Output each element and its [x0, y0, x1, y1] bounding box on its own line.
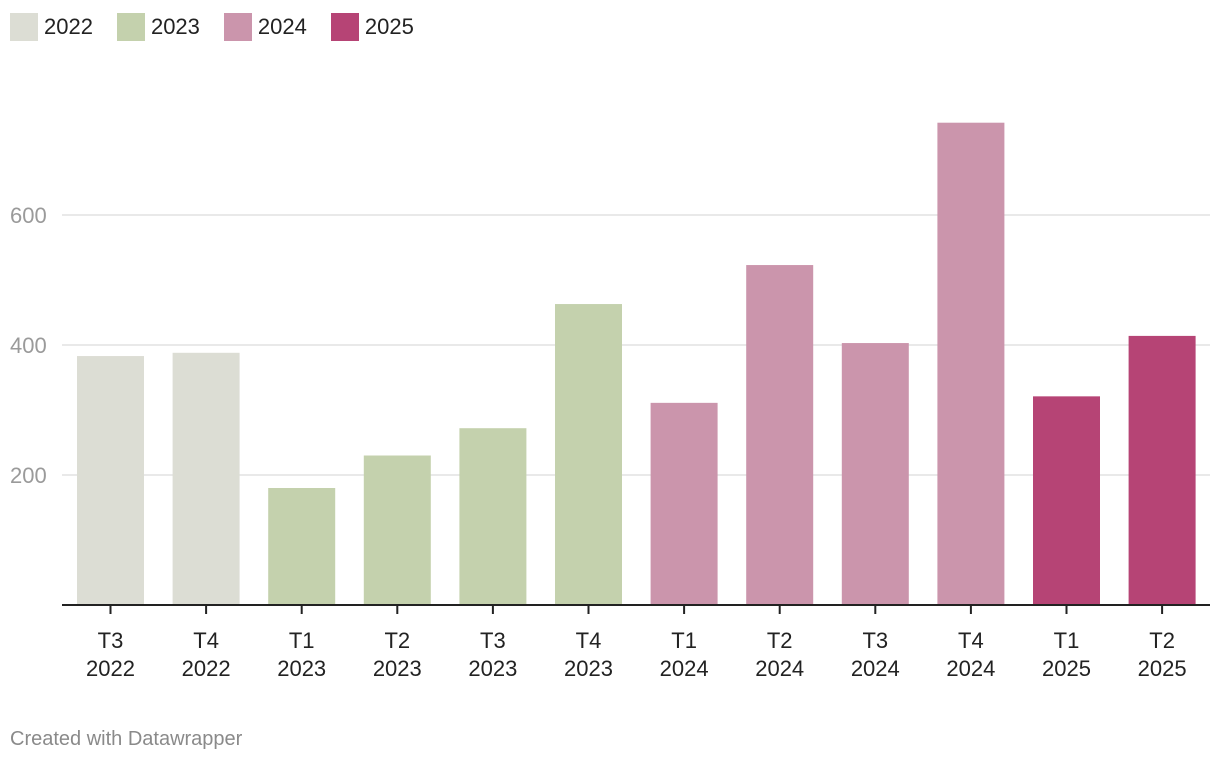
legend-item-2023: 2023 [116, 13, 200, 41]
x-tick-label-year: 2025 [1042, 656, 1091, 681]
x-tick-label-year: 2023 [564, 656, 613, 681]
x-tick-label-year: 2024 [660, 656, 709, 681]
bar [746, 265, 814, 605]
x-tick-label-year: 2023 [373, 656, 422, 681]
x-tick-label-quarter: T1 [671, 628, 697, 653]
legend-item-2022: 2022 [10, 13, 93, 41]
bar [555, 304, 622, 605]
bar [268, 488, 336, 605]
x-tick-label-year: 2023 [277, 656, 326, 681]
x-tick-label-year: 2022 [182, 656, 231, 681]
x-tick-label-year: 2024 [851, 656, 900, 681]
y-tick-label: 200 [10, 463, 47, 488]
bar [1033, 396, 1100, 605]
legend-item-2025: 2025 [330, 13, 414, 41]
x-tick-label-quarter: T3 [98, 628, 124, 653]
legend-label: 2022 [44, 14, 93, 39]
bar [459, 428, 527, 605]
legend-label: 2024 [257, 14, 307, 39]
x-tick-label-year: 2022 [86, 656, 135, 681]
x-tick-label-quarter: T3 [862, 628, 888, 653]
x-tick-label-quarter: T4 [958, 628, 984, 653]
bar [650, 402, 718, 605]
x-tick-label-quarter: T2 [767, 628, 793, 653]
x-tick-label-quarter: T1 [1054, 628, 1080, 653]
legend-label: 2023 [150, 14, 200, 39]
legend-label: 2025 [364, 14, 414, 39]
legend-swatch [223, 13, 252, 41]
bar [363, 455, 431, 605]
bar [172, 352, 240, 605]
x-tick-label-quarter: T2 [1149, 628, 1175, 653]
bar [841, 343, 909, 605]
x-tick-label-year: 2023 [468, 656, 517, 681]
x-tick-label-quarter: T4 [576, 628, 602, 653]
legend-swatch [330, 13, 359, 41]
y-tick-label: 400 [10, 333, 47, 358]
credit-text: Created with Datawrapper [10, 728, 243, 750]
x-tick-label-year: 2025 [1138, 656, 1187, 681]
x-tick-label-quarter: T3 [480, 628, 506, 653]
y-tick-label: 600 [10, 203, 47, 228]
x-tick-label-quarter: T4 [193, 628, 219, 653]
x-tick-label-quarter: T2 [384, 628, 410, 653]
legend-swatch [10, 13, 38, 41]
x-tick-label-quarter: T1 [289, 628, 315, 653]
legend-item-2024: 2024 [223, 13, 307, 41]
bar [77, 356, 144, 605]
x-tick-label-year: 2024 [946, 656, 995, 681]
legend-swatch [116, 13, 145, 41]
x-tick-label-year: 2024 [755, 656, 804, 681]
bar [1128, 335, 1196, 605]
legend: 2022 2023 2024 2025 [10, 13, 438, 41]
bar [937, 122, 1005, 605]
